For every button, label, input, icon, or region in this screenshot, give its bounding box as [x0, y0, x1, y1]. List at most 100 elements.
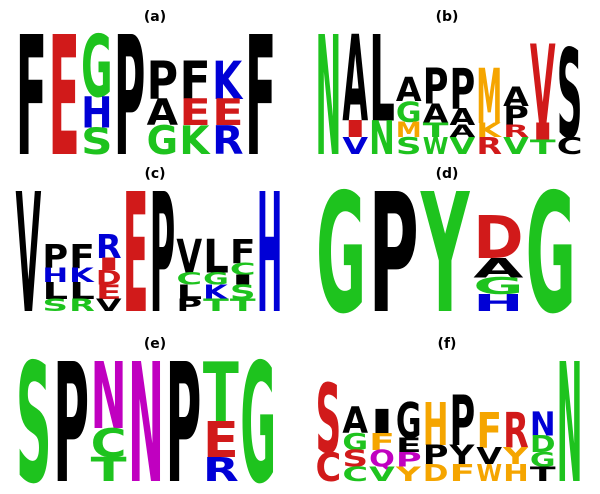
logo-letter: N	[91, 342, 127, 450]
logo-letter: C	[316, 444, 342, 491]
logo-letter: G	[342, 429, 368, 456]
logo-letter: R	[69, 297, 95, 316]
logo-letter: F	[476, 402, 502, 459]
logo-letter: E	[212, 92, 243, 134]
logo-letter: S	[81, 121, 112, 163]
logo-letter: E	[203, 412, 239, 469]
logo-letter: E	[96, 281, 122, 304]
logo-letter: C	[557, 132, 583, 159]
logo-letter: S	[342, 446, 368, 473]
logo-letter: A	[147, 92, 179, 134]
logo-letter: M	[476, 53, 502, 141]
logo-letter: T	[530, 136, 556, 159]
sequence-logo: S P NCT N P TER G	[16, 328, 276, 494]
logo-letter: L	[176, 282, 202, 304]
logo-letter: P	[150, 160, 176, 351]
logo-letter: Y	[448, 441, 475, 471]
panel-label: (f)	[437, 336, 457, 352]
logo-letter: V	[16, 160, 42, 351]
logo-letter: F	[245, 1, 276, 193]
logo-letter: A	[342, 401, 368, 443]
logo-letter: P	[450, 381, 476, 462]
logo-letter: G	[473, 273, 523, 300]
logo-letter: Q	[369, 446, 395, 473]
logo-letter: R	[212, 119, 244, 164]
logo-letter: T	[230, 296, 256, 315]
panel-label: (d)	[435, 166, 459, 182]
logo-letter: S	[316, 363, 342, 474]
logo-letter: V	[530, 21, 556, 148]
logo-letter: R	[476, 132, 502, 159]
logo-letter: V	[96, 297, 123, 316]
logo-letter: G	[396, 96, 422, 129]
logo-letter: K	[179, 119, 211, 164]
logo-letter: T	[91, 451, 127, 489]
logo-letter: L	[369, 11, 395, 149]
logo-letter: C	[342, 463, 368, 486]
logo-letter: E	[396, 434, 422, 457]
logo-letter: K	[476, 119, 502, 142]
logo-letter: R	[203, 451, 239, 489]
logo-letter: A	[503, 82, 530, 113]
logo-letter: G	[396, 392, 422, 449]
logo-letter: T	[203, 346, 239, 441]
logo-letter: P	[423, 440, 449, 471]
logo-letter: I	[230, 272, 256, 287]
logo-letter: G	[240, 329, 276, 494]
logo-letter: G	[530, 449, 556, 472]
logo-letter: A	[450, 103, 476, 130]
logo-letter: F	[69, 238, 95, 276]
logo-letter: P	[42, 238, 68, 277]
logo-letter: Y	[420, 158, 471, 351]
logo-letter: P	[53, 328, 89, 494]
logo-letter: S	[396, 133, 422, 160]
logo-letter: E	[179, 92, 210, 134]
logo-letter: S	[230, 281, 256, 304]
logo-letter: F	[179, 50, 210, 112]
logo-letter: N	[557, 328, 583, 494]
logo-letter: R	[503, 123, 529, 142]
logo-letter: D	[423, 461, 449, 487]
logo-letter: N	[316, 1, 342, 193]
logo-letter: P	[396, 449, 422, 472]
logo-letter: V	[476, 442, 502, 469]
logo-letter: A	[396, 70, 422, 109]
logo-letter: F	[369, 429, 395, 456]
logo-letter: V	[450, 132, 476, 159]
logo-letter: I	[342, 116, 368, 143]
logo-letter: P	[423, 59, 449, 117]
logo-letter: H	[473, 290, 523, 317]
logo-letter: H	[42, 265, 68, 288]
logo-letter: N	[128, 329, 164, 494]
logo-letter: A	[342, 10, 368, 149]
logo-letter: P	[368, 158, 418, 350]
panel-label: (a)	[143, 9, 167, 25]
logo-letter: R	[503, 402, 529, 459]
logo-letter: V	[369, 464, 396, 486]
logo-letter: C	[176, 270, 202, 289]
logo-letter: T	[203, 296, 229, 315]
logo-letter: C	[230, 261, 256, 280]
panel-label: (b)	[435, 9, 459, 25]
logo-letter: P	[147, 51, 178, 112]
logo-letter: T	[530, 463, 556, 486]
logo-letter: G	[81, 16, 112, 117]
logo-letter: L	[69, 277, 95, 304]
logo-letter: P	[165, 328, 201, 494]
logo-letter: A	[423, 99, 450, 130]
logo-letter: N	[369, 113, 395, 166]
logo-letter: C	[91, 421, 127, 466]
logo-letter: S	[42, 296, 68, 316]
logo-letter: G	[203, 269, 229, 288]
logo-letter: S	[16, 328, 52, 494]
logo-letter: A	[450, 123, 477, 142]
logo-letter: E	[123, 159, 149, 351]
logo-letter: I	[96, 255, 122, 274]
